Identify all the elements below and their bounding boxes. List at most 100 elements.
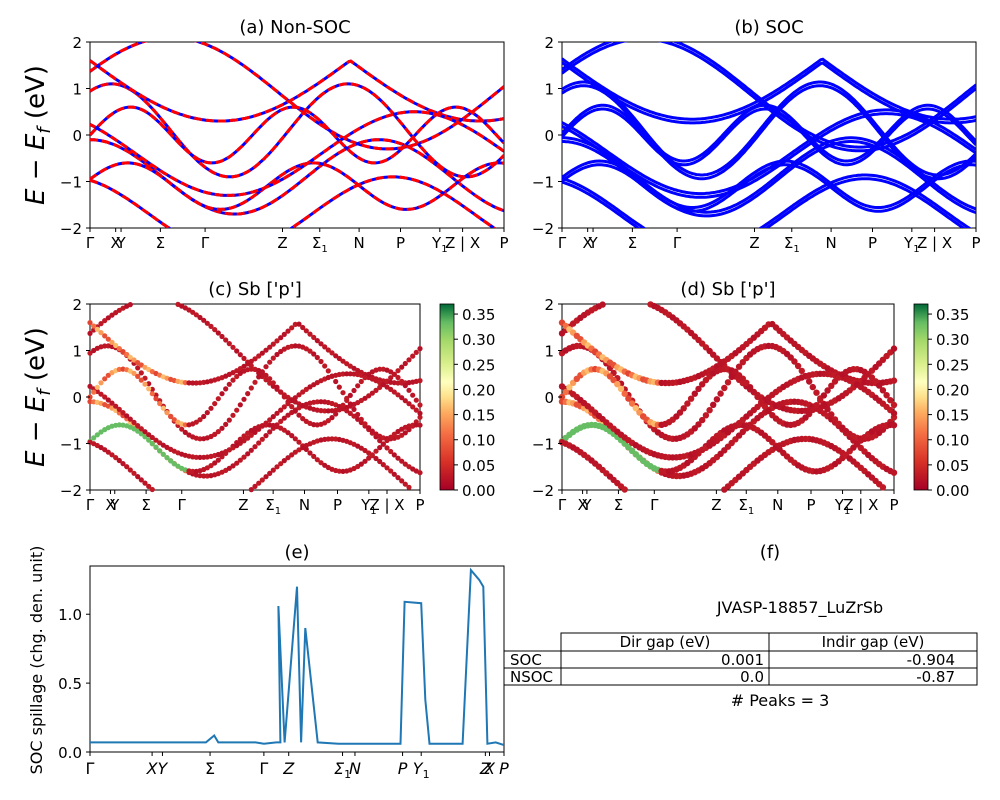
panel-a-xtick-label: Z [277,234,287,252]
panel-c-point [344,397,350,403]
panel-d-point [809,406,816,413]
panel-c-point [311,351,317,357]
panel-d-point [625,395,632,402]
panel-c-point [197,314,203,321]
panel-c-point [94,326,100,332]
panel-c-point [380,441,386,447]
panel-c-point [358,416,364,422]
panel-c-point [237,352,243,358]
panel-c-point [406,401,412,407]
panel-a-ytick-label: 2 [72,34,82,52]
panel-c-point [241,454,247,460]
panel-c-point [252,356,258,362]
panel-c-point [292,449,298,455]
panel-c-xtick-label: Z [238,496,248,514]
panel-c-point [138,426,144,432]
panel-c-point [171,461,177,467]
panel-d-title: (d) Sb ['p'] [680,279,775,300]
panel-c-point [303,386,309,392]
panel-d-point [831,416,839,423]
panel-d-point [761,403,769,410]
panel-c-point [399,364,405,370]
panel-d-xtick-label: Y1 [834,496,851,517]
panel-c-point [212,460,218,466]
panel-a-band-nonsoc [90,82,504,179]
panel-c-point [369,390,375,396]
panel-d-point [739,359,746,366]
gap-table: Dir gap (eV) Indir gap (eV) SOC 0.001 -0.904… [503,632,978,686]
panel-c-point [366,425,372,431]
panel-c-point [281,331,287,337]
panel-d-point [798,367,805,375]
panel-c-point [406,357,412,363]
panel-c-point [410,392,416,398]
panel-c-point [402,383,408,389]
panel-c-point [230,412,236,418]
panel-c-point [402,430,408,436]
panel-c-point [281,394,287,400]
panel-c-point [168,458,174,464]
panel-d-point [754,393,761,401]
panel-c-point [340,390,346,396]
panel-c-point [406,387,412,393]
panel-b-band [562,107,976,167]
panel-d-point [695,421,702,428]
panel-c-point [417,414,423,420]
panel-c-point [234,407,240,413]
panel-c-point [102,333,108,339]
panel-c-point [358,445,364,451]
panel-c-point [267,470,273,476]
panel-c-point [124,464,130,470]
panel-b-xtick-label: Y [587,234,598,252]
panel-d-point [676,409,684,416]
panel-c-point [296,439,302,445]
table-caption: JVASP-18857_LuZrSb [716,598,883,618]
panel-a-band-nonsoc [90,105,504,165]
panel-c-point [248,432,254,438]
panel-b-xtick-label: Z [749,234,759,252]
panel-c-point [391,380,397,386]
panel-c-point [351,387,357,394]
panel-e-xtick-label: X [483,759,496,778]
panel-c-point [278,418,284,424]
panel-d-point [702,412,710,419]
panel-d-point [887,397,894,404]
panel-b-ytick-label: 2 [544,34,554,52]
panel-c-point [219,333,225,340]
panel-c-point [413,397,419,403]
panel-d-point [724,379,732,386]
panel-c-point [395,374,401,381]
panel-b-band [562,57,976,121]
panel-c-point [384,465,390,471]
panel-c-xtick-label: Y [109,496,120,514]
panel-d-point [824,387,831,394]
panel-c-point [230,344,236,350]
panel-d-xtick-label: Σ1 [738,496,754,517]
panel-c-point [300,416,306,422]
panel-b-ytick-label: −1 [532,174,554,192]
panel-c-point [153,444,159,450]
panel-c-point [208,323,214,329]
panel-c-point [127,302,133,308]
panel-d-point [717,390,724,397]
panel-c-point [344,371,350,377]
colorbar-tick-label: 0.15 [936,407,969,425]
panel-c-point [179,426,185,432]
panel-d-point [735,363,743,370]
colorbar-tick-label: 0.30 [936,331,969,349]
panel-d-point [699,416,706,424]
panel-c-point [270,414,276,420]
panel-c-point [201,317,207,323]
panel-c-colorbar-ticks: 0.35 0.30 0.25 0.20 0.15 0.10 0.05 0.00 [454,306,495,500]
panel-c-point [142,480,148,486]
panel-c-point [160,451,166,457]
panel-c-point [102,318,108,324]
panel-c-point [377,458,383,465]
panel-c-point [186,380,192,386]
panel-e-xtick-label: Y1 [413,759,430,781]
panel-c-point [395,368,401,374]
panel-c-point [215,330,221,336]
panel-a-ytick-label: 1 [72,81,82,99]
panel-c-point [208,405,214,411]
panel-c-point [270,355,276,361]
